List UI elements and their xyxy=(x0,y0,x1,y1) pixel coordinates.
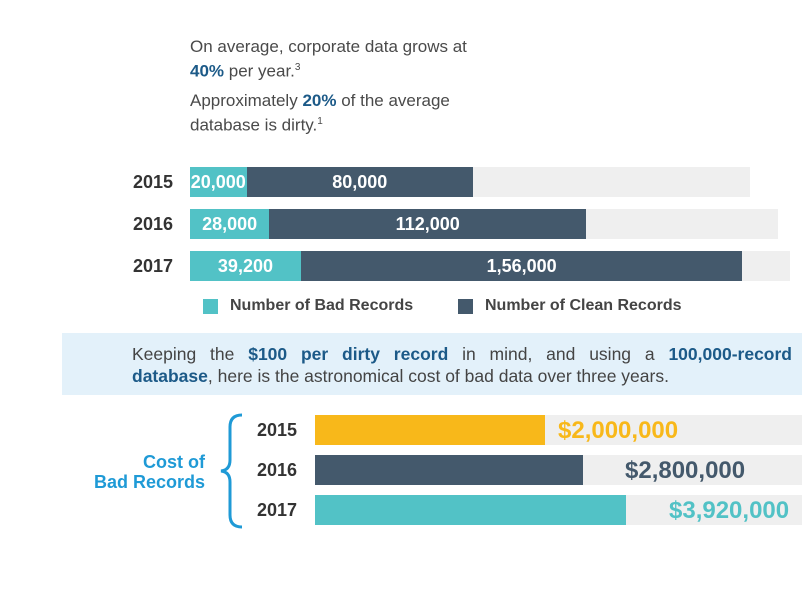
bar-bad-records: 28,000 xyxy=(190,209,270,239)
cost-note-band: Keeping the $100 per dirty record in min… xyxy=(62,333,802,395)
bar-label: 39,200 xyxy=(217,255,273,276)
cost-label: $3,920,000 xyxy=(669,497,790,524)
legend-clean: Number of Clean Records xyxy=(458,297,681,315)
bar-bad-records: 20,000 xyxy=(190,167,247,197)
cost-note-line2: database, here is the astronomical cost … xyxy=(132,366,669,386)
year-label: 2016 xyxy=(257,460,298,480)
bar-label: 1,56,000 xyxy=(486,255,557,276)
bar-bad-records: 39,200 xyxy=(190,251,301,281)
bar-label: 28,000 xyxy=(202,213,258,234)
bar-clean-records: 80,000 xyxy=(246,167,473,197)
bar-clean-records: 112,000 xyxy=(269,209,587,239)
brace-icon xyxy=(220,413,243,529)
legend-swatch-bad xyxy=(203,298,218,314)
cost-label: $2,800,000 xyxy=(625,457,746,484)
cost-label: $2,000,000 xyxy=(558,417,679,444)
bar-label: 20,000 xyxy=(190,171,246,192)
year-label: 2016 xyxy=(133,214,174,234)
year-label: 2017 xyxy=(133,256,174,276)
bar-cost xyxy=(315,495,627,525)
year-label: 2015 xyxy=(133,172,174,192)
cost-note-line1: Keeping the $100 per dirty record in min… xyxy=(132,344,792,364)
year-label: 2017 xyxy=(257,500,298,520)
bar-cost xyxy=(315,415,545,445)
intro-dirty: Approximately 20% of the average databas… xyxy=(190,91,450,135)
legend-bad: Number of Bad Records xyxy=(203,297,413,315)
bar-cost xyxy=(315,455,583,485)
bar-label: 112,000 xyxy=(395,213,460,234)
bar-label: 80,000 xyxy=(332,171,388,192)
cost-title: Cost of Bad Records xyxy=(93,452,205,492)
bar-clean-records: 1,56,000 xyxy=(300,251,743,281)
year-label: 2015 xyxy=(257,420,298,440)
intro-growth: On average, corporate data grows at 40% … xyxy=(190,37,467,81)
legend-swatch-clean xyxy=(458,298,473,314)
